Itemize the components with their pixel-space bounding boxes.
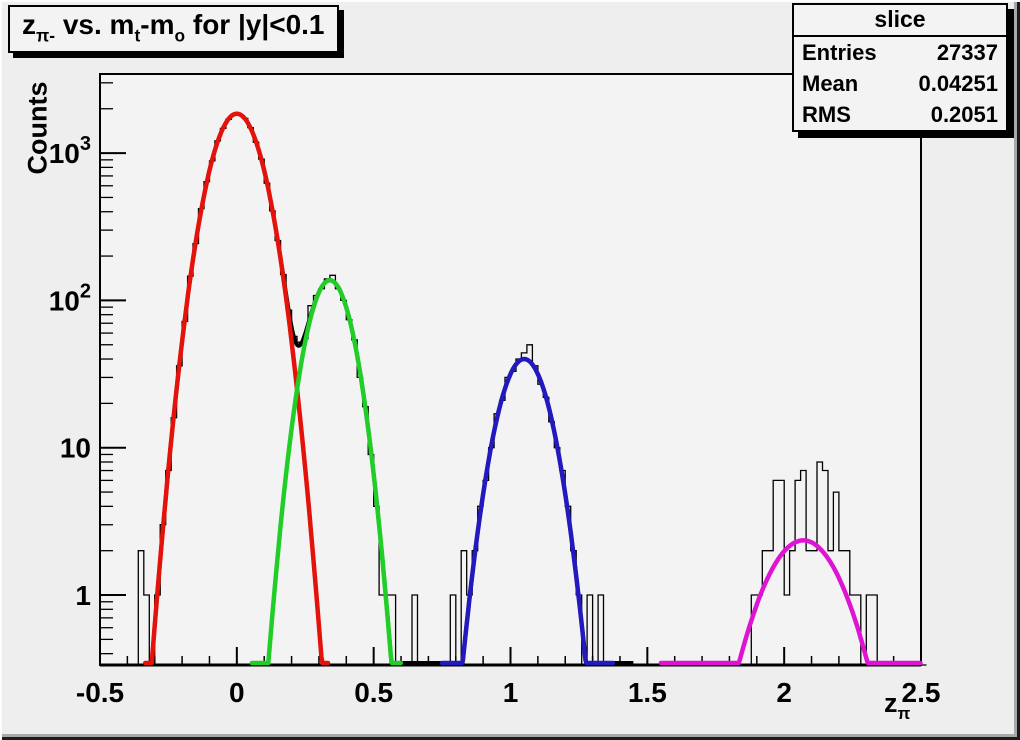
x-tick-label: 0 xyxy=(229,677,245,708)
y-tick-label: 10 xyxy=(60,433,91,464)
subscript-text: t xyxy=(134,25,141,46)
text-segment: vs. m xyxy=(55,9,135,40)
y-tick-label: 102 xyxy=(49,280,91,316)
plot-title-box: zπ- vs. mt-mo for |y|<0.1 xyxy=(8,5,339,54)
plot-title: zπ- vs. mt-mo for |y|<0.1 xyxy=(22,9,325,45)
text-segment: z xyxy=(22,9,36,40)
y-axis-title: Counts xyxy=(22,81,53,175)
stats-title: slice xyxy=(794,5,1006,37)
x-axis-title-text: zπ xyxy=(884,688,910,723)
x-tick-label: 1 xyxy=(503,677,519,708)
x-tick-label: 2.5 xyxy=(902,677,941,708)
text-segment: for |y|<0.1 xyxy=(185,9,325,40)
stats-value: 0.2051 xyxy=(930,101,998,127)
y-tick-label: 1 xyxy=(75,580,91,611)
subscript-text: o xyxy=(174,25,186,46)
stats-value: 0.04251 xyxy=(918,70,998,96)
x-tick-label: 1.5 xyxy=(628,677,667,708)
stats-row-rms: RMS 0.2051 xyxy=(794,99,1006,130)
x-tick-label: 0.5 xyxy=(354,677,393,708)
x-tick-label: -0.5 xyxy=(76,677,124,708)
stats-box: slice Entries 27337 Mean 0.04251 RMS 0.2… xyxy=(792,3,1008,132)
x-axis-title: zπ xyxy=(884,688,910,724)
x-tick-label: 2 xyxy=(776,677,792,708)
stats-row-entries: Entries 27337 xyxy=(794,37,1006,68)
fit-curve-gauss-blue xyxy=(439,356,616,666)
stats-label: RMS xyxy=(802,101,851,127)
stats-label: Entries xyxy=(802,39,877,65)
stats-value: 27337 xyxy=(936,39,998,65)
stats-label: Mean xyxy=(802,70,859,96)
subscript-text: π- xyxy=(36,25,56,46)
text-segment: z xyxy=(884,688,898,718)
stats-row-mean: Mean 0.04251 xyxy=(794,68,1006,99)
text-segment: -m xyxy=(140,9,175,40)
fit-curve-gauss-green xyxy=(249,278,404,666)
y-tick-label: 103 xyxy=(49,133,91,169)
subscript-text: π xyxy=(897,704,911,724)
fit-curve-gauss-magenta xyxy=(658,538,923,666)
